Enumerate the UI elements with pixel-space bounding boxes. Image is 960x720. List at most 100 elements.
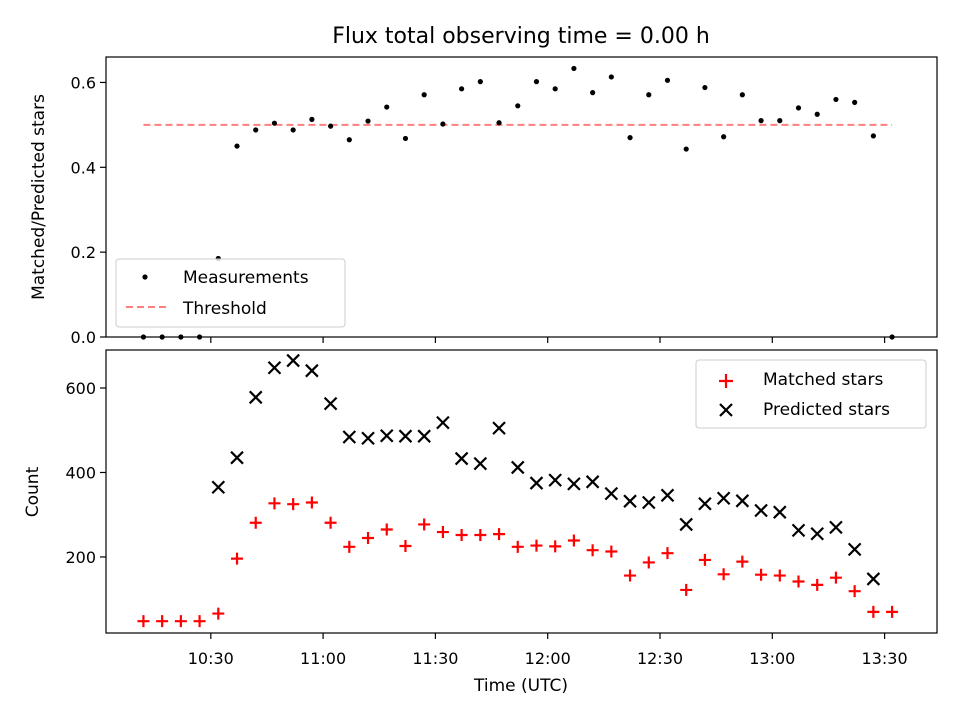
bottom-y-tick-label: 400 bbox=[65, 463, 96, 482]
bottom-plot-area bbox=[137, 353, 899, 628]
matched-stars-point bbox=[605, 545, 618, 558]
matched-stars-point bbox=[698, 553, 711, 566]
matched-stars-point bbox=[736, 555, 749, 568]
predicted-stars-point bbox=[773, 505, 787, 519]
measurement-point bbox=[627, 135, 633, 141]
measurement-point bbox=[459, 86, 465, 92]
top-legend: Measurements Threshold bbox=[115, 258, 346, 328]
measurement-point bbox=[253, 127, 259, 133]
measurement-point bbox=[421, 92, 427, 98]
predicted-stars-point bbox=[660, 488, 675, 503]
matched-stars-point bbox=[567, 534, 580, 547]
matched-stars-point bbox=[156, 615, 169, 628]
matched-stars-point bbox=[511, 540, 524, 553]
top-y-axis: 0.0 0.2 0.4 0.6 bbox=[71, 73, 106, 347]
measurement-point bbox=[758, 118, 764, 124]
matched-stars-point bbox=[474, 529, 487, 542]
bottom-x-axis: 10:30 11:00 11:30 12:00 12:30 13:00 13:30 bbox=[188, 633, 908, 668]
measurement-point bbox=[795, 105, 802, 111]
measurement-point bbox=[664, 77, 671, 83]
matched-stars-point bbox=[642, 556, 655, 569]
top-panel: 0.0 0.2 0.4 0.6 Matched/Predicted stars Mea… bbox=[29, 56, 938, 347]
x-tick-label: 10:30 bbox=[188, 649, 234, 668]
predicted-stars-point bbox=[716, 491, 731, 506]
matched-stars-point bbox=[867, 605, 880, 618]
measurement-point bbox=[477, 79, 483, 85]
predicted-stars-point bbox=[473, 456, 488, 471]
measurement-point bbox=[327, 123, 334, 129]
legend-label-threshold: Threshold bbox=[182, 299, 267, 319]
matched-stars-point bbox=[680, 583, 693, 596]
predicted-stars-point bbox=[604, 486, 619, 501]
matched-stars-point bbox=[287, 498, 300, 511]
predicted-stars-point bbox=[698, 496, 712, 511]
predicted-stars-point bbox=[230, 450, 244, 465]
predicted-stars-point bbox=[323, 396, 338, 411]
predicted-stars-point bbox=[510, 460, 525, 475]
x-tick-label: 12:30 bbox=[637, 649, 683, 668]
measurement-point bbox=[739, 92, 745, 98]
top-y-axis-label: Matched/Predicted stars bbox=[29, 94, 49, 300]
matched-stars-point bbox=[305, 496, 318, 509]
matched-stars-point bbox=[811, 578, 824, 591]
matched-stars-point bbox=[717, 568, 730, 581]
measurement-point bbox=[440, 121, 446, 127]
matched-stars-point bbox=[137, 615, 150, 628]
predicted-stars-point bbox=[585, 475, 600, 489]
predicted-stars-point bbox=[342, 430, 357, 444]
x-axis-label: Time (UTC) bbox=[473, 676, 568, 696]
bottom-y-tick-label: 600 bbox=[65, 379, 96, 398]
predicted-stars-point bbox=[866, 572, 881, 586]
matched-stars-point bbox=[624, 569, 637, 582]
measurement-point bbox=[814, 111, 820, 117]
matched-stars-point bbox=[773, 569, 786, 582]
measurement-point bbox=[515, 103, 521, 109]
measurement-point bbox=[608, 74, 614, 80]
predicted-stars-point bbox=[548, 473, 562, 487]
predicted-stars-point bbox=[679, 517, 693, 532]
matched-stars-point bbox=[436, 526, 449, 539]
legend-label-measurements: Measurements bbox=[183, 268, 309, 288]
bottom-panel: 200 400 600 10:30 11:00 11:30 12:00 12:30 13:00… bbox=[23, 349, 938, 696]
predicted-stars-point bbox=[492, 421, 506, 435]
bottom-legend-box bbox=[695, 359, 927, 429]
predicted-stars-point bbox=[436, 415, 450, 430]
matched-stars-point bbox=[886, 605, 899, 618]
measurement-point bbox=[384, 104, 390, 110]
predicted-stars-point bbox=[754, 503, 768, 518]
bottom-y-tick-label: 200 bbox=[65, 548, 96, 567]
matched-stars-point bbox=[755, 568, 768, 581]
matched-stars-point bbox=[455, 529, 468, 542]
predicted-stars-point bbox=[211, 480, 226, 495]
x-tick-label: 13:30 bbox=[862, 649, 908, 668]
top-plot-area bbox=[140, 65, 895, 340]
matched-stars-point bbox=[362, 531, 375, 544]
matched-stars-point bbox=[193, 615, 206, 628]
predicted-stars-point bbox=[379, 428, 394, 443]
measurement-point bbox=[870, 133, 876, 139]
measurement-point bbox=[346, 137, 352, 143]
predicted-stars-point bbox=[567, 477, 581, 491]
top-y-tick-label: 0.2 bbox=[71, 243, 96, 262]
top-y-tick-label: 0.4 bbox=[71, 158, 96, 177]
predicted-stars-point bbox=[267, 360, 282, 375]
bottom-y-axis-label: Count bbox=[23, 466, 43, 517]
legend-label-predicted-stars: Predicted stars bbox=[763, 400, 890, 420]
matched-stars-point bbox=[380, 523, 393, 536]
matched-stars-point bbox=[174, 615, 187, 628]
predicted-stars-point bbox=[398, 429, 413, 443]
top-y-tick-label: 0.0 bbox=[71, 328, 96, 347]
legend-label-matched-stars: Matched stars bbox=[763, 370, 883, 390]
measurement-point bbox=[571, 65, 577, 72]
matched-stars-point bbox=[324, 516, 337, 529]
predicted-stars-point bbox=[286, 353, 300, 368]
predicted-stars-point bbox=[529, 476, 544, 490]
measurement-point bbox=[533, 79, 540, 85]
predicted-stars-point bbox=[623, 494, 637, 508]
matched-stars-point bbox=[661, 547, 674, 560]
bottom-y-axis: 200 400 600 bbox=[65, 379, 106, 567]
measurement-point bbox=[721, 134, 727, 140]
predicted-stars-point bbox=[305, 363, 319, 378]
measurement-point bbox=[290, 127, 296, 133]
